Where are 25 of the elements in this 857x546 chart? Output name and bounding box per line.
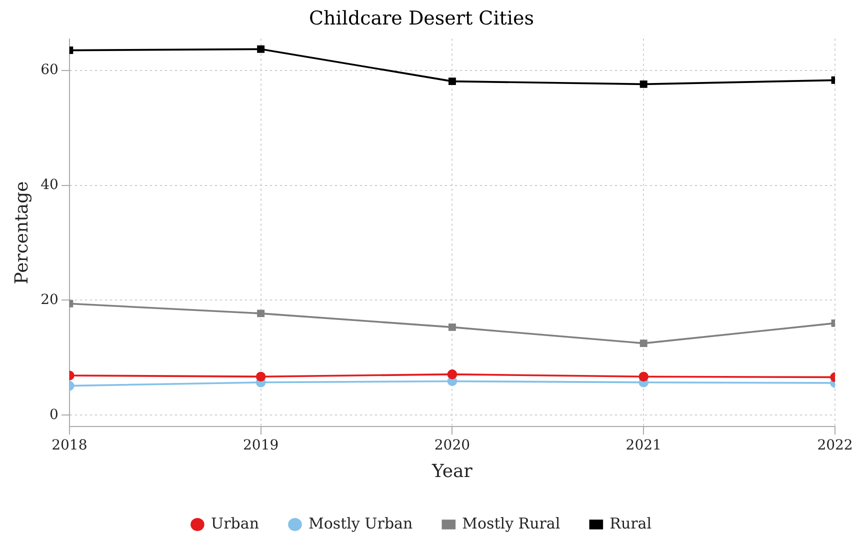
x-tick-label: 2022 bbox=[817, 438, 853, 454]
point bbox=[640, 340, 648, 348]
x-tick-label: 2021 bbox=[626, 438, 662, 454]
y-tick-label: 20 bbox=[40, 292, 58, 308]
y-axis-title: Percentage bbox=[11, 181, 32, 284]
y-tick-label: 60 bbox=[40, 62, 58, 78]
point bbox=[448, 78, 456, 86]
legend-label: Mostly Urban bbox=[308, 514, 413, 532]
point bbox=[256, 372, 266, 382]
legend-label: Rural bbox=[610, 514, 652, 532]
x-axis-title: Year bbox=[431, 460, 473, 482]
y-tick-label: 0 bbox=[49, 406, 58, 423]
x-tick-label: 2019 bbox=[242, 438, 279, 454]
x-tick-label: 2018 bbox=[52, 438, 88, 454]
point bbox=[257, 310, 265, 318]
chart-title: Childcare Desert Cities bbox=[309, 7, 534, 30]
x-tick-label: 2020 bbox=[434, 438, 470, 454]
point bbox=[638, 372, 649, 382]
point bbox=[448, 323, 456, 331]
point bbox=[257, 45, 265, 53]
point bbox=[640, 80, 648, 88]
legend-label: Mostly Rural bbox=[462, 514, 560, 532]
y-tick-label: 40 bbox=[40, 176, 58, 193]
legend-label: Urban bbox=[210, 514, 260, 532]
point bbox=[447, 369, 458, 380]
